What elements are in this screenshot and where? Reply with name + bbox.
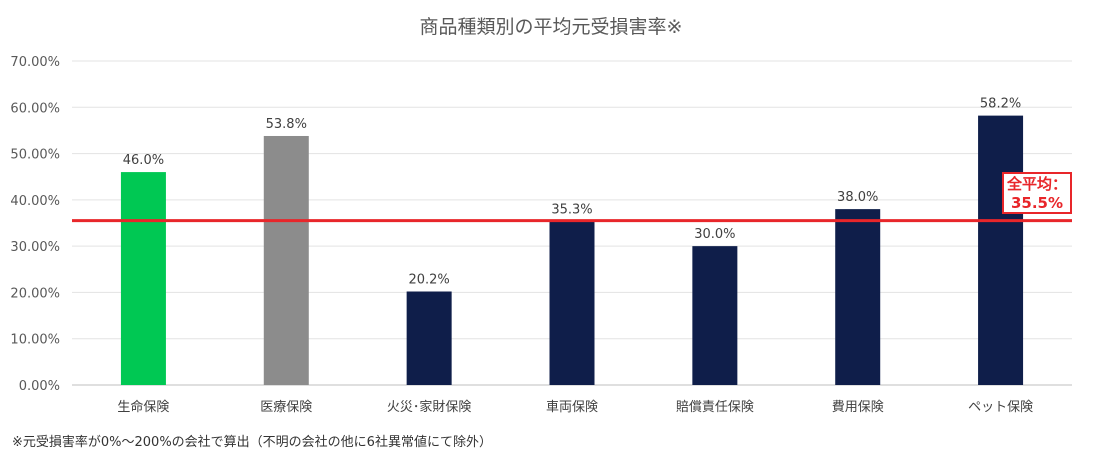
y-tick-label: 50.00% — [10, 148, 60, 163]
y-tick-label: 20.00% — [10, 286, 60, 301]
data-label: 35.3% — [551, 203, 592, 218]
average-label-title: 全平均： — [1006, 175, 1067, 193]
chart-title: 商品種類別の平均元受損害率※ — [419, 16, 683, 38]
average-label-box: 全平均： 35.5% — [1002, 172, 1072, 214]
footnote: ※元受損害率が0%～200%の会社で算出（不明の会社の他に6社異常値にて除外） — [12, 435, 492, 450]
category-label: 火災･家財保険 — [387, 399, 472, 415]
average-label-value: 35.5% — [1010, 194, 1064, 212]
category-label: ペット保険 — [968, 400, 1033, 415]
y-tick-label: 70.00% — [10, 55, 60, 70]
bar — [692, 246, 738, 385]
x-axis: 生命保険 医療保険 火災･家財保険 車両保険 賠償責任保険 費用保険 ペット保険 — [117, 399, 1033, 415]
bar — [835, 209, 881, 385]
category-label: 費用保険 — [832, 400, 884, 415]
data-label: 46.0% — [123, 153, 164, 168]
bar — [406, 291, 452, 385]
y-tick-label: 30.00% — [10, 240, 60, 255]
data-labels: 46.0% 53.8% 20.2% 35.3% 30.0% 38.0% 58.2% — [123, 97, 1021, 288]
bar — [263, 135, 309, 385]
bar — [978, 115, 1024, 386]
category-label: 車両保険 — [546, 400, 598, 415]
bars — [120, 115, 1024, 386]
bar — [549, 221, 595, 385]
category-label: 生命保険 — [117, 399, 169, 415]
bar — [120, 172, 166, 385]
data-label: 30.0% — [694, 227, 735, 242]
data-label: 58.2% — [980, 97, 1021, 112]
data-label: 38.0% — [837, 190, 878, 205]
category-label: 賠償責任保険 — [676, 400, 754, 415]
data-label: 20.2% — [408, 273, 449, 288]
y-tick-label: 60.00% — [10, 101, 60, 116]
category-label: 医療保険 — [260, 400, 312, 415]
y-tick-label: 10.00% — [10, 333, 60, 348]
data-label: 53.8% — [266, 117, 307, 132]
y-axis: 0.00% 10.00% 20.00% 30.00% 40.00% 50.00% 60.00… — [10, 55, 60, 394]
y-tick-label: 40.00% — [10, 194, 60, 209]
y-tick-label: 0.00% — [19, 379, 60, 394]
